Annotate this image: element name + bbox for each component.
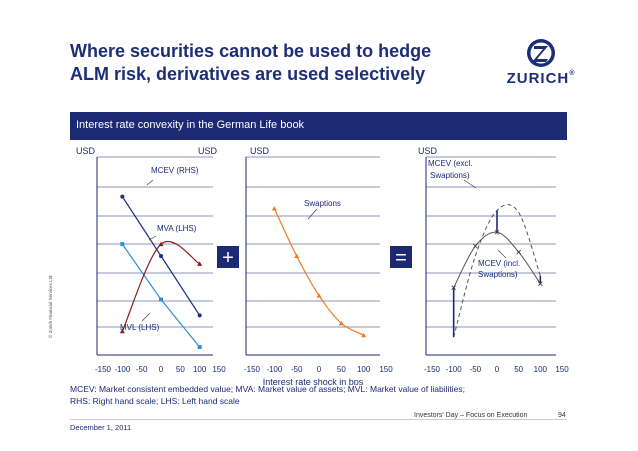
chart-1-tick-labels: -150 -100 -50 0 50 100 150 bbox=[95, 365, 226, 374]
mcev-incl-point bbox=[538, 281, 543, 287]
chart-2: USD -150 -100 -50 0 50 100 150 Interest rate s… bbox=[244, 146, 393, 385]
chart-3-tick-label: -150 bbox=[424, 365, 441, 374]
chart-1-markers bbox=[119, 194, 203, 350]
banner-title: Interest rate convexity in the German Li… bbox=[76, 119, 305, 131]
mvl-point bbox=[197, 345, 202, 350]
chart-1-tick-label: 50 bbox=[176, 365, 185, 374]
mcev-point bbox=[158, 241, 164, 247]
chart-2-tick-label: 150 bbox=[379, 365, 393, 374]
equals-sign: = bbox=[395, 247, 407, 269]
chart-1-tick-label: 150 bbox=[212, 365, 226, 374]
chart-3-tick-labels: -150 -100 -50 0 50 100 150 bbox=[424, 365, 569, 374]
footer-date: December 1, 2011 bbox=[70, 423, 132, 432]
label-mcev-incl-leader bbox=[497, 249, 507, 259]
label-mva-lhs: MVA (LHS) bbox=[157, 224, 197, 233]
chart-1-right-unit: USD bbox=[198, 146, 218, 156]
chart-3: USD -150 -100 -50 0 50 100 150 MCEV (excl. Swa… bbox=[418, 146, 569, 374]
chart-3-markers bbox=[451, 229, 543, 290]
mcev-incl-point bbox=[494, 229, 500, 235]
chart-3-tick-label: 0 bbox=[495, 365, 500, 374]
logo-text: ZURICH bbox=[506, 70, 570, 87]
label-mcev-excl-line1: MCEV (excl. bbox=[428, 159, 472, 168]
mcev-incl-point bbox=[473, 243, 478, 249]
chart-1-tick-label: 100 bbox=[193, 365, 207, 374]
label-mcev-leader bbox=[146, 179, 154, 186]
plus-box bbox=[217, 246, 239, 268]
plus-sign: + bbox=[222, 247, 234, 269]
chart-2-tick-label: 100 bbox=[357, 365, 371, 374]
label-mcev-rhs: MCEV (RHS) bbox=[151, 166, 199, 175]
chart-2-left-unit: USD bbox=[250, 146, 270, 156]
label-swaptions: Swaptions bbox=[304, 199, 341, 208]
chart-3-tick-label: -100 bbox=[446, 365, 463, 374]
swaptions-point bbox=[338, 320, 344, 326]
label-mcev-incl-line1: MCEV (incl. bbox=[478, 259, 520, 268]
chart-2-series-swaptions bbox=[273, 208, 364, 336]
label-mcev-excl-leader bbox=[463, 179, 477, 189]
chart-2-markers bbox=[271, 205, 367, 338]
footnote-line-2: RHS: Right hand scale; LHS: Left hand sc… bbox=[70, 396, 240, 406]
label-mcev-excl-line2: Swaptions) bbox=[430, 171, 470, 180]
equals-box bbox=[390, 246, 412, 268]
chart-2-tick-label: 50 bbox=[337, 365, 346, 374]
mva-point bbox=[197, 313, 202, 318]
footer-divider bbox=[70, 419, 567, 420]
chart-1-gridlines bbox=[97, 156, 213, 328]
equals-operator: = bbox=[390, 246, 412, 269]
label-mvl-leader bbox=[141, 312, 151, 322]
label-mva-leader bbox=[148, 235, 157, 241]
swaptions-point bbox=[271, 205, 277, 211]
mvl-point bbox=[120, 242, 125, 247]
chart-2-tick-label: 0 bbox=[317, 365, 322, 374]
title-line-2: ALM risk, derivatives are used selective… bbox=[70, 64, 426, 84]
logo-registered: ® bbox=[569, 70, 576, 77]
chart-3-tick-label: 150 bbox=[555, 365, 569, 374]
mva-point bbox=[120, 194, 125, 199]
chart-2-x-label: Interest rate shock in bps bbox=[263, 377, 364, 385]
chart-3-difference-bars bbox=[452, 210, 542, 338]
mcev-point bbox=[197, 261, 203, 266]
swaptions-point bbox=[294, 253, 300, 258]
swaptions-point bbox=[361, 332, 367, 338]
mcev-incl-point bbox=[516, 249, 521, 255]
label-mcev-incl-line2: Swaptions) bbox=[478, 270, 518, 279]
label-mvl-lhs: MVL (LHS) bbox=[120, 323, 160, 332]
chart-1-tick-label: -150 bbox=[95, 365, 112, 374]
footnote: MCEV: Market consistent embedded value; … bbox=[70, 383, 465, 407]
page-title: Where securities cannot be used to hedge… bbox=[70, 40, 431, 86]
zurich-z-emblem-icon bbox=[527, 39, 555, 67]
chart-1-left-unit: USD bbox=[76, 146, 96, 156]
mcev-point bbox=[119, 328, 125, 334]
mvl-point bbox=[159, 297, 163, 302]
chart-2-tick-label: -100 bbox=[266, 365, 283, 374]
page-number: 94 bbox=[558, 412, 566, 419]
side-copyright: © Zurich Financial Services Ltd bbox=[48, 275, 53, 338]
chart-2-tick-label: -50 bbox=[291, 365, 303, 374]
chart-3-tick-label: -50 bbox=[470, 365, 482, 374]
label-swaptions-leader bbox=[307, 208, 318, 220]
chart-3-left-unit: USD bbox=[418, 146, 438, 156]
title-line-1: Where securities cannot be used to hedge bbox=[70, 41, 432, 61]
charts-svg: USD USD -150 -100 -50 0 50 100 150 MCEV (RHS) … bbox=[76, 146, 569, 385]
chart-3-gridlines bbox=[426, 156, 556, 328]
chart-2-tick-labels: -150 -100 -50 0 50 100 150 bbox=[244, 365, 393, 374]
zurich-logo bbox=[505, 36, 577, 94]
footnote-line-1: MCEV: Market consistent embedded value; … bbox=[70, 384, 465, 394]
chart-1: USD USD -150 -100 -50 0 50 100 150 MCEV (RHS) … bbox=[76, 146, 226, 374]
chart-1-tick-label: -50 bbox=[136, 365, 148, 374]
section-banner bbox=[70, 112, 567, 140]
chart-1-tick-label: -100 bbox=[114, 365, 131, 374]
logo-wordmark: ZURICH® bbox=[505, 70, 577, 87]
swaptions-point bbox=[316, 293, 322, 298]
chart-2-gridlines bbox=[246, 156, 380, 328]
chart-1-tick-label: 0 bbox=[159, 365, 164, 374]
chart-3-tick-label: 50 bbox=[514, 365, 523, 374]
chart-2-tick-label: -150 bbox=[244, 365, 261, 374]
chart-3-tick-label: 100 bbox=[534, 365, 548, 374]
footer-event: Investors' Day – Focus on Execution bbox=[414, 412, 528, 419]
mva-point bbox=[159, 254, 163, 258]
plus-operator: + bbox=[217, 246, 239, 269]
mcev-incl-point bbox=[451, 285, 456, 290]
